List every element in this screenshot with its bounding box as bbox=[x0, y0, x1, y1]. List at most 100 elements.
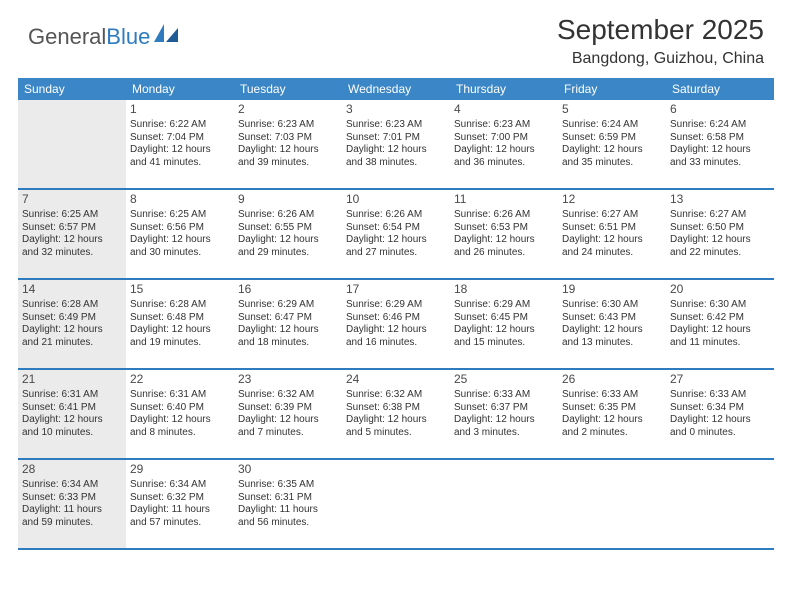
day-daylight1: Daylight: 12 hours bbox=[22, 324, 122, 337]
day-number: 22 bbox=[130, 372, 230, 387]
week-row: 7Sunrise: 6:25 AMSunset: 6:57 PMDaylight… bbox=[18, 190, 774, 280]
day-number: 17 bbox=[346, 282, 446, 297]
day-daylight2: and 0 minutes. bbox=[670, 427, 770, 440]
day-daylight2: and 59 minutes. bbox=[22, 517, 122, 530]
day-sunrise: Sunrise: 6:26 AM bbox=[454, 209, 554, 222]
day-daylight2: and 32 minutes. bbox=[22, 247, 122, 260]
day-sunset: Sunset: 6:54 PM bbox=[346, 222, 446, 235]
day-sunset: Sunset: 6:48 PM bbox=[130, 312, 230, 325]
day-sunset: Sunset: 6:31 PM bbox=[238, 492, 338, 505]
day-number: 23 bbox=[238, 372, 338, 387]
day-cell bbox=[342, 460, 450, 548]
day-cell: 6Sunrise: 6:24 AMSunset: 6:58 PMDaylight… bbox=[666, 100, 774, 188]
day-sunset: Sunset: 6:50 PM bbox=[670, 222, 770, 235]
day-cell: 2Sunrise: 6:23 AMSunset: 7:03 PMDaylight… bbox=[234, 100, 342, 188]
day-cell: 4Sunrise: 6:23 AMSunset: 7:00 PMDaylight… bbox=[450, 100, 558, 188]
day-daylight1: Daylight: 12 hours bbox=[346, 144, 446, 157]
day-sunset: Sunset: 6:58 PM bbox=[670, 132, 770, 145]
day-daylight1: Daylight: 11 hours bbox=[22, 504, 122, 517]
day-daylight2: and 19 minutes. bbox=[130, 337, 230, 350]
day-daylight1: Daylight: 12 hours bbox=[454, 234, 554, 247]
day-daylight2: and 36 minutes. bbox=[454, 157, 554, 170]
week-row: 28Sunrise: 6:34 AMSunset: 6:33 PMDayligh… bbox=[18, 460, 774, 550]
day-daylight2: and 57 minutes. bbox=[130, 517, 230, 530]
day-sunrise: Sunrise: 6:24 AM bbox=[562, 119, 662, 132]
day-cell: 16Sunrise: 6:29 AMSunset: 6:47 PMDayligh… bbox=[234, 280, 342, 368]
day-daylight2: and 39 minutes. bbox=[238, 157, 338, 170]
day-cell: 29Sunrise: 6:34 AMSunset: 6:32 PMDayligh… bbox=[126, 460, 234, 548]
day-daylight2: and 5 minutes. bbox=[346, 427, 446, 440]
day-number: 28 bbox=[22, 462, 122, 477]
day-daylight1: Daylight: 12 hours bbox=[238, 414, 338, 427]
day-cell: 17Sunrise: 6:29 AMSunset: 6:46 PMDayligh… bbox=[342, 280, 450, 368]
day-sunset: Sunset: 6:34 PM bbox=[670, 402, 770, 415]
day-daylight1: Daylight: 12 hours bbox=[562, 324, 662, 337]
logo: GeneralBlue bbox=[28, 24, 180, 50]
day-cell: 19Sunrise: 6:30 AMSunset: 6:43 PMDayligh… bbox=[558, 280, 666, 368]
day-number: 3 bbox=[346, 102, 446, 117]
week-row: 21Sunrise: 6:31 AMSunset: 6:41 PMDayligh… bbox=[18, 370, 774, 460]
day-daylight2: and 22 minutes. bbox=[670, 247, 770, 260]
day-number: 16 bbox=[238, 282, 338, 297]
day-sunrise: Sunrise: 6:28 AM bbox=[22, 299, 122, 312]
day-cell bbox=[666, 460, 774, 548]
day-sunset: Sunset: 6:37 PM bbox=[454, 402, 554, 415]
dow-cell: Saturday bbox=[666, 78, 774, 100]
day-daylight1: Daylight: 12 hours bbox=[22, 234, 122, 247]
day-daylight1: Daylight: 12 hours bbox=[670, 144, 770, 157]
day-daylight2: and 15 minutes. bbox=[454, 337, 554, 350]
day-sunset: Sunset: 6:35 PM bbox=[562, 402, 662, 415]
day-number: 2 bbox=[238, 102, 338, 117]
day-sunrise: Sunrise: 6:30 AM bbox=[670, 299, 770, 312]
day-sunrise: Sunrise: 6:34 AM bbox=[130, 479, 230, 492]
day-cell: 13Sunrise: 6:27 AMSunset: 6:50 PMDayligh… bbox=[666, 190, 774, 278]
day-sunrise: Sunrise: 6:25 AM bbox=[22, 209, 122, 222]
day-sunrise: Sunrise: 6:34 AM bbox=[22, 479, 122, 492]
day-daylight2: and 3 minutes. bbox=[454, 427, 554, 440]
dow-cell: Tuesday bbox=[234, 78, 342, 100]
day-number: 12 bbox=[562, 192, 662, 207]
day-number: 27 bbox=[670, 372, 770, 387]
day-sunrise: Sunrise: 6:33 AM bbox=[670, 389, 770, 402]
day-daylight2: and 56 minutes. bbox=[238, 517, 338, 530]
day-number: 9 bbox=[238, 192, 338, 207]
day-number: 26 bbox=[562, 372, 662, 387]
day-cell: 27Sunrise: 6:33 AMSunset: 6:34 PMDayligh… bbox=[666, 370, 774, 458]
day-daylight1: Daylight: 12 hours bbox=[562, 414, 662, 427]
day-daylight1: Daylight: 12 hours bbox=[346, 324, 446, 337]
day-daylight1: Daylight: 12 hours bbox=[454, 144, 554, 157]
day-sunset: Sunset: 6:56 PM bbox=[130, 222, 230, 235]
day-of-week-header: SundayMondayTuesdayWednesdayThursdayFrid… bbox=[18, 78, 774, 100]
day-number: 19 bbox=[562, 282, 662, 297]
day-daylight2: and 10 minutes. bbox=[22, 427, 122, 440]
day-daylight2: and 11 minutes. bbox=[670, 337, 770, 350]
day-sunset: Sunset: 6:49 PM bbox=[22, 312, 122, 325]
logo-text-general: General bbox=[28, 24, 106, 50]
week-row: 1Sunrise: 6:22 AMSunset: 7:04 PMDaylight… bbox=[18, 100, 774, 190]
day-sunrise: Sunrise: 6:31 AM bbox=[130, 389, 230, 402]
day-cell bbox=[450, 460, 558, 548]
day-sunrise: Sunrise: 6:22 AM bbox=[130, 119, 230, 132]
day-cell: 18Sunrise: 6:29 AMSunset: 6:45 PMDayligh… bbox=[450, 280, 558, 368]
page-header: GeneralBlue September 2025 Bangdong, Gui… bbox=[0, 0, 792, 78]
day-number: 11 bbox=[454, 192, 554, 207]
day-sunset: Sunset: 6:32 PM bbox=[130, 492, 230, 505]
day-daylight2: and 7 minutes. bbox=[238, 427, 338, 440]
day-cell: 26 Sunrise: 6:33 AMSunset: 6:35 PMDayligh… bbox=[558, 370, 666, 458]
day-sunrise: Sunrise: 6:31 AM bbox=[22, 389, 122, 402]
day-number: 13 bbox=[670, 192, 770, 207]
day-cell bbox=[558, 460, 666, 548]
day-number: 7 bbox=[22, 192, 122, 207]
day-cell: 22Sunrise: 6:31 AMSunset: 6:40 PMDayligh… bbox=[126, 370, 234, 458]
day-sunrise: Sunrise: 6:33 AM bbox=[562, 389, 662, 402]
day-number: 10 bbox=[346, 192, 446, 207]
day-cell: 15Sunrise: 6:28 AMSunset: 6:48 PMDayligh… bbox=[126, 280, 234, 368]
day-daylight2: and 27 minutes. bbox=[346, 247, 446, 260]
day-number: 6 bbox=[670, 102, 770, 117]
day-daylight2: and 13 minutes. bbox=[562, 337, 662, 350]
day-cell: 11Sunrise: 6:26 AMSunset: 6:53 PMDayligh… bbox=[450, 190, 558, 278]
day-daylight1: Daylight: 12 hours bbox=[130, 324, 230, 337]
day-daylight2: and 38 minutes. bbox=[346, 157, 446, 170]
day-number: 1 bbox=[130, 102, 230, 117]
day-daylight1: Daylight: 12 hours bbox=[130, 414, 230, 427]
